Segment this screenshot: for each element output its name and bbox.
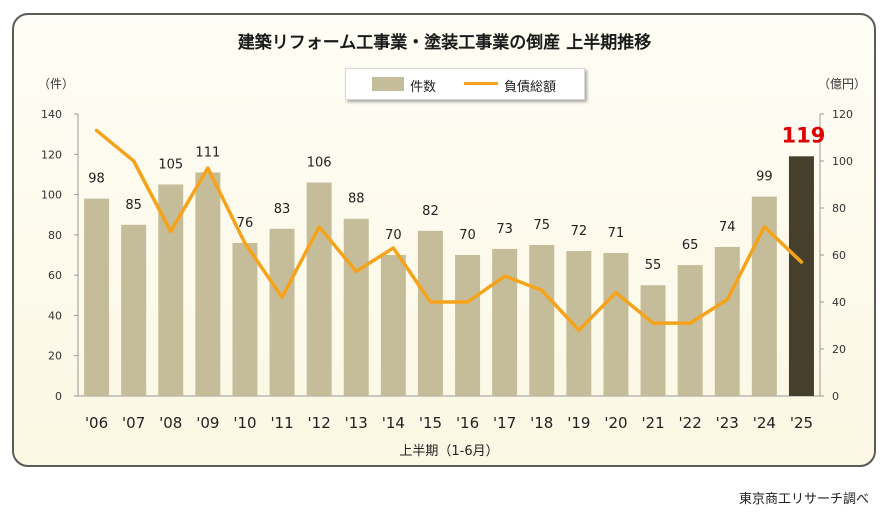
x-tick-label: '11 bbox=[270, 414, 293, 432]
x-tick-label: '13 bbox=[345, 414, 368, 432]
x-tick-label: '18 bbox=[530, 414, 553, 432]
x-tick-label: '19 bbox=[567, 414, 590, 432]
bar bbox=[714, 246, 740, 396]
bar-value-label: 82 bbox=[422, 204, 439, 219]
x-axis-title: 上半期（1-6月） bbox=[399, 444, 498, 459]
left-tick-label: 120 bbox=[41, 148, 62, 161]
x-tick-label: '22 bbox=[679, 414, 702, 432]
chart-legend: 件数 負債総額 bbox=[345, 68, 585, 100]
x-tick-label: '12 bbox=[308, 414, 331, 432]
x-tick-label: '21 bbox=[641, 414, 664, 432]
x-tick-label: '10 bbox=[233, 414, 256, 432]
right-tick-label: 100 bbox=[832, 155, 853, 168]
left-axis-unit: （件） bbox=[38, 77, 75, 91]
bar-value-label: 83 bbox=[274, 202, 291, 217]
bar bbox=[788, 156, 814, 396]
bar-value-label: 74 bbox=[719, 220, 736, 235]
x-tick-label: '16 bbox=[456, 414, 479, 432]
bar bbox=[121, 224, 147, 396]
legend-bar-swatch bbox=[372, 77, 404, 91]
right-tick-label: 20 bbox=[832, 343, 846, 356]
bar bbox=[417, 230, 443, 396]
right-axis-unit: （億円） bbox=[818, 77, 867, 91]
bar-value-label: 73 bbox=[496, 222, 513, 237]
debt-line bbox=[94, 128, 804, 332]
bar-value-label: 111 bbox=[195, 145, 220, 160]
bar bbox=[640, 285, 666, 396]
bar-value-label: 119 bbox=[782, 123, 826, 147]
left-tick-label: 20 bbox=[48, 350, 62, 363]
x-tick-label: '15 bbox=[419, 414, 442, 432]
bar-value-label: 105 bbox=[158, 158, 183, 173]
bar-value-label: 71 bbox=[608, 226, 625, 241]
bar bbox=[84, 198, 110, 396]
legend-line-swatch bbox=[464, 82, 498, 85]
x-tick-label: '24 bbox=[753, 414, 776, 432]
bar bbox=[529, 244, 555, 396]
x-tick-label: '06 bbox=[85, 414, 108, 432]
bar-value-label: 75 bbox=[533, 218, 550, 233]
x-tick-label: '23 bbox=[716, 414, 739, 432]
bar-value-label: 88 bbox=[348, 192, 365, 207]
bar-value-label: 98 bbox=[88, 172, 105, 187]
x-tick-label: '07 bbox=[122, 414, 145, 432]
left-tick-label: 140 bbox=[41, 108, 62, 121]
left-tick-label: 0 bbox=[55, 390, 62, 403]
left-tick-label: 40 bbox=[48, 309, 62, 322]
bar bbox=[455, 255, 481, 396]
legend-line-label: 負債総額 bbox=[504, 80, 557, 95]
x-tick-label: '14 bbox=[382, 414, 405, 432]
bar-value-label: 70 bbox=[385, 228, 402, 243]
x-tick-label: '25 bbox=[790, 414, 813, 432]
bar-value-label: 72 bbox=[571, 224, 588, 239]
legend-bar-label: 件数 bbox=[410, 80, 437, 95]
left-tick-label: 80 bbox=[48, 229, 62, 242]
left-tick-label: 100 bbox=[41, 189, 62, 202]
bar bbox=[269, 228, 295, 396]
bar bbox=[603, 252, 629, 396]
bar bbox=[306, 182, 332, 396]
right-tick-label: 60 bbox=[832, 249, 846, 262]
bar bbox=[343, 218, 369, 396]
x-tick-label: '08 bbox=[159, 414, 182, 432]
bar bbox=[677, 265, 703, 396]
bar-value-label: 70 bbox=[459, 228, 476, 243]
bar-value-label: 99 bbox=[756, 170, 773, 185]
right-tick-label: 40 bbox=[832, 296, 846, 309]
bar-value-label: 55 bbox=[645, 258, 662, 273]
right-tick-label: 0 bbox=[832, 390, 839, 403]
bar-value-label: 106 bbox=[307, 155, 332, 170]
right-tick-label: 120 bbox=[832, 108, 853, 121]
bar bbox=[380, 255, 406, 396]
x-tick-label: '20 bbox=[604, 414, 627, 432]
x-tick-label: '09 bbox=[196, 414, 219, 432]
x-tick-label: '17 bbox=[493, 414, 516, 432]
bar bbox=[492, 248, 518, 396]
chart-title: 建築リフォーム工事業・塗装工事業の倒産 上半期推移 bbox=[237, 33, 652, 53]
bar-value-label: 65 bbox=[682, 238, 699, 253]
bar-value-label: 76 bbox=[237, 216, 254, 231]
left-tick-label: 60 bbox=[48, 269, 62, 282]
bar bbox=[195, 172, 221, 396]
bar bbox=[232, 242, 258, 396]
right-tick-label: 80 bbox=[832, 202, 846, 215]
bar-value-label: 85 bbox=[125, 198, 142, 213]
source-credit: 東京商工リサーチ調べ bbox=[738, 492, 869, 507]
